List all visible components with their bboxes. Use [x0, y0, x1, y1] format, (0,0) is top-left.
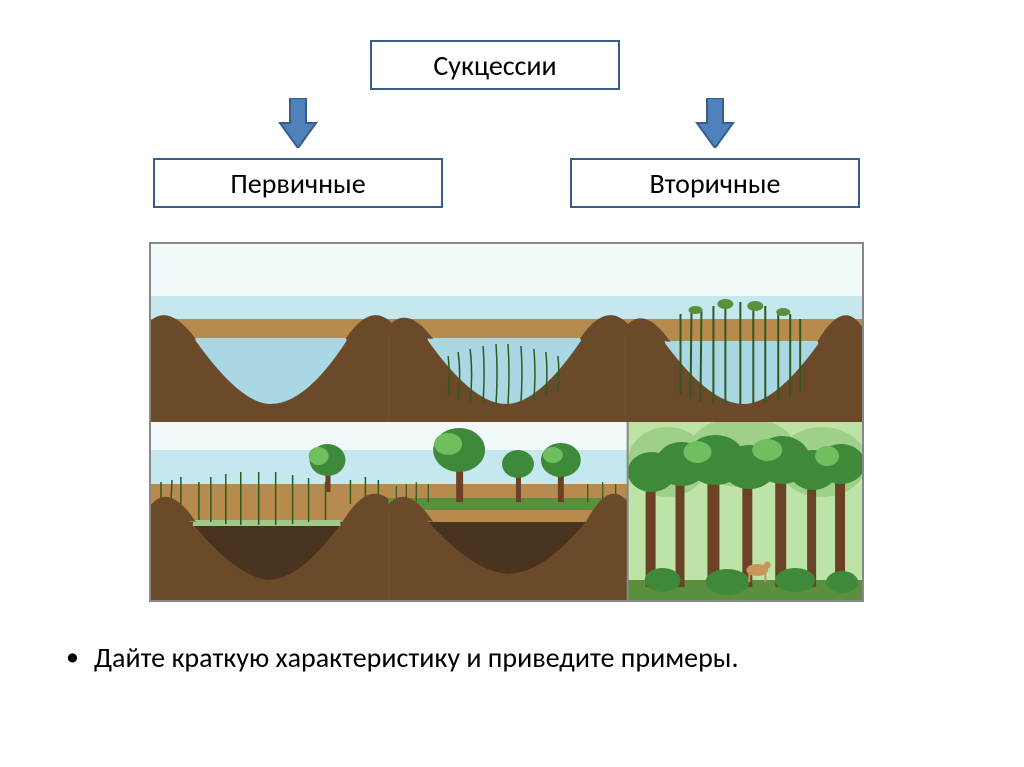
illustration-row-top	[149, 242, 864, 422]
arrow-right-icon	[695, 98, 735, 148]
right-box: Вторичные	[570, 158, 860, 208]
bullet-item: Дайте краткую характеристику и приведите…	[60, 640, 920, 676]
root-label: Сукцессии	[433, 48, 556, 83]
root-box: Сукцессии	[370, 40, 620, 90]
stage-forest-climax	[628, 422, 862, 600]
succession-flowchart: Сукцессии Первичные Вторичные	[130, 40, 870, 220]
left-box: Первичные	[153, 158, 443, 208]
bullet-text: Дайте краткую характеристику и приведите…	[94, 640, 739, 675]
right-label: Вторичные	[650, 166, 781, 201]
left-label: Первичные	[230, 166, 365, 201]
succession-illustration	[149, 242, 864, 602]
bullet-area: Дайте краткую характеристику и приведите…	[60, 640, 920, 676]
arrow-left-icon	[278, 98, 318, 148]
illustration-row-bottom	[149, 422, 864, 602]
